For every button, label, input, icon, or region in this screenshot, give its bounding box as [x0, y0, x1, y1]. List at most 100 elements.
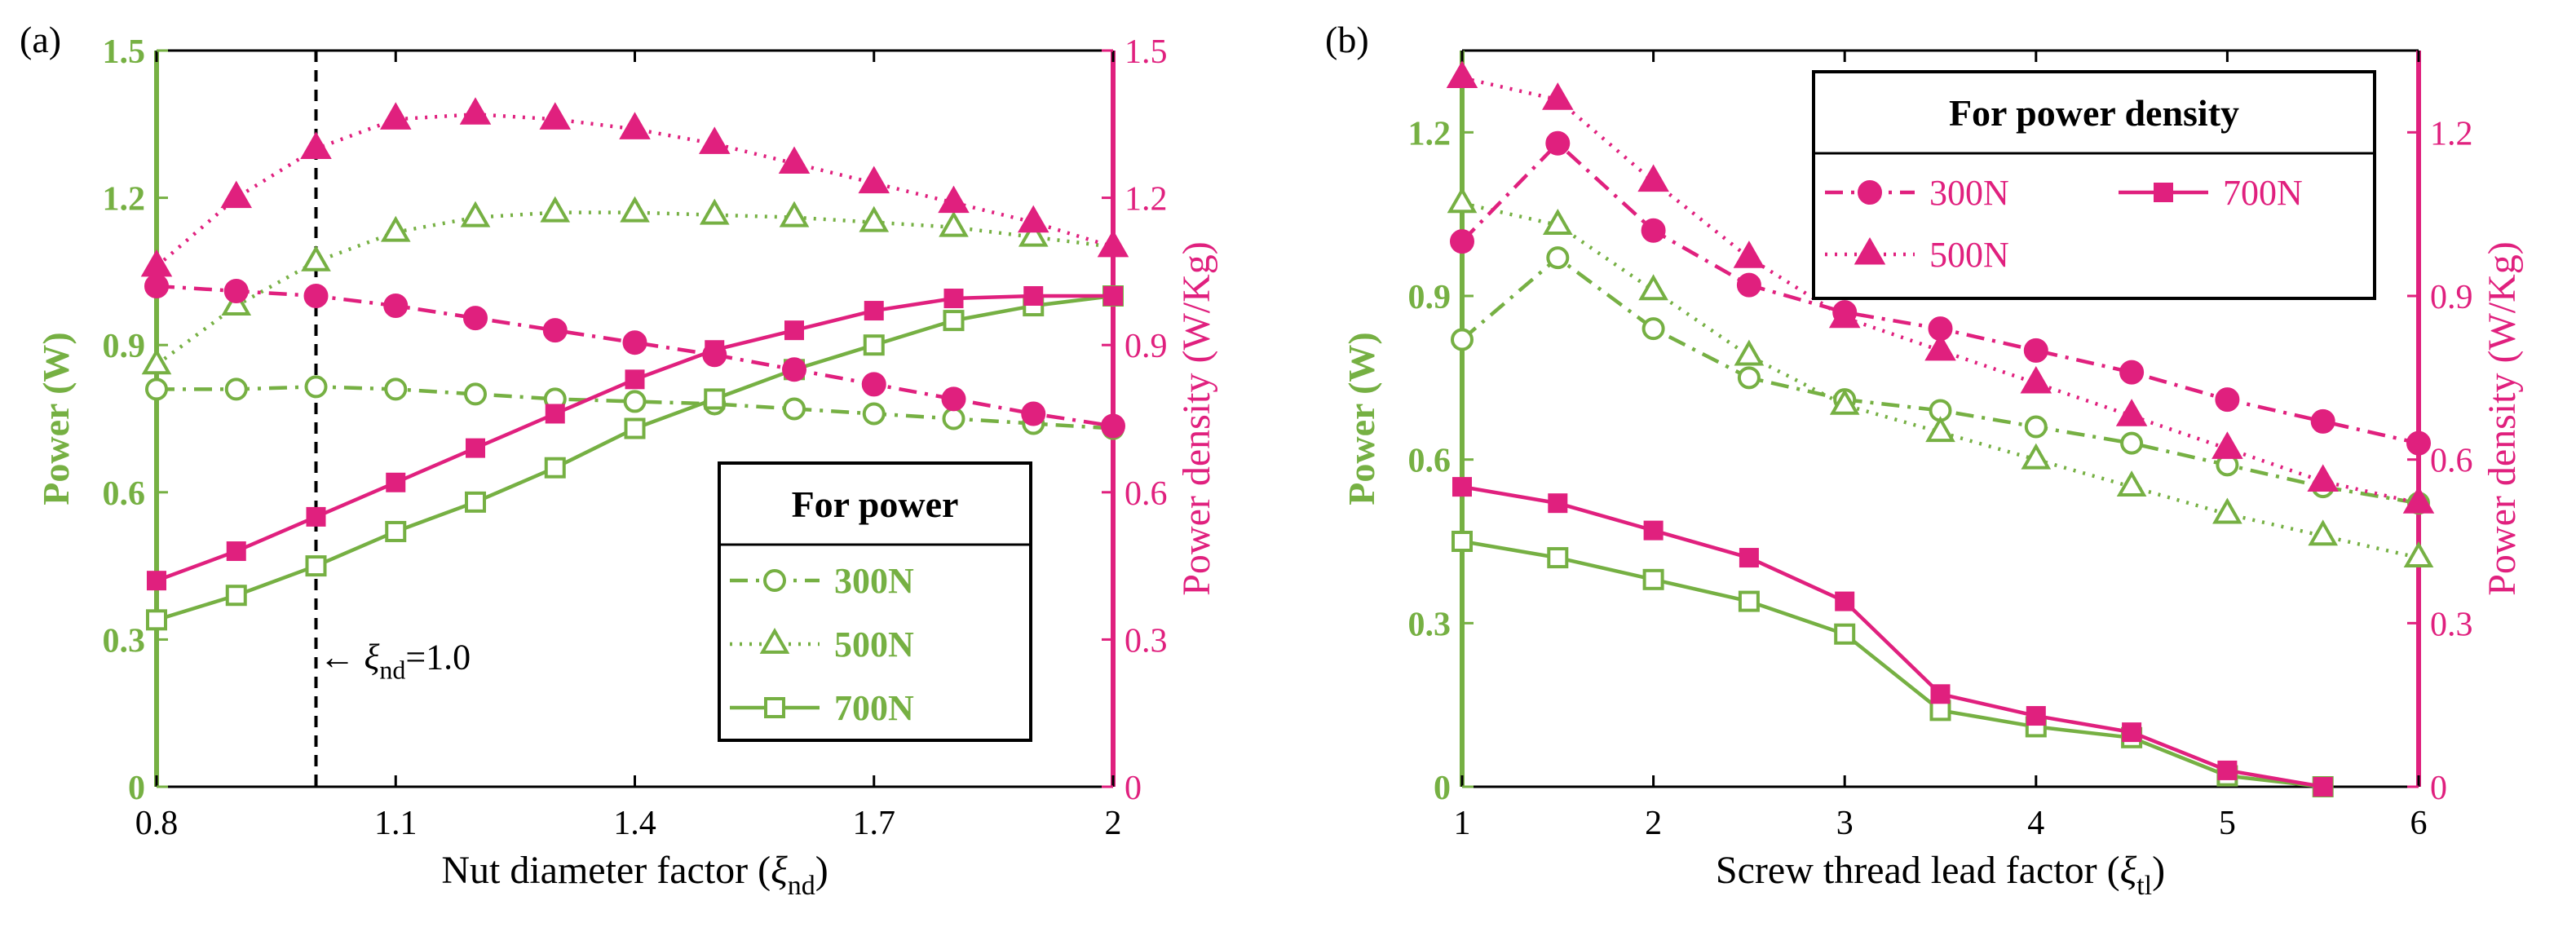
data-point [705, 340, 725, 360]
data-point [2310, 408, 2335, 434]
reference-subscript: nd [379, 655, 405, 685]
series-density-500N [1446, 60, 2435, 514]
y-tick-label-right: 0.6 [1125, 475, 1168, 513]
data-point [303, 284, 329, 308]
x-tick-label: 2 [1105, 805, 1122, 842]
data-point [1641, 218, 1666, 243]
data-point [2402, 486, 2435, 514]
data-point [140, 249, 173, 277]
data-point [1738, 590, 1760, 612]
legend-entry: 500N [834, 625, 914, 664]
legend-title: For power [792, 483, 959, 525]
data-point [1930, 684, 1951, 704]
data-point [620, 196, 650, 223]
legend-entry: 500N [1929, 235, 2009, 275]
y-axis-label-right: Power density (W/Kg) [2481, 241, 2524, 596]
y-axis-label-right: Power density (W/Kg) [1175, 241, 1218, 596]
data-point [778, 146, 811, 174]
data-point [1450, 229, 1474, 254]
data-point [144, 273, 169, 298]
data-point [460, 201, 491, 227]
data-point [698, 126, 731, 154]
data-point [1447, 187, 1478, 214]
y-tick-label-left: 0.3 [1408, 606, 1451, 643]
data-point [784, 320, 804, 341]
data-point [1637, 164, 1669, 192]
y-tick-label-left: 0.3 [103, 622, 146, 660]
data-point [864, 301, 884, 321]
x-tick-label: 1 [1454, 805, 1471, 842]
data-point [145, 377, 168, 401]
series-power-700N [1451, 531, 2334, 797]
legend-entry: 700N [834, 688, 914, 728]
data-point [2406, 430, 2431, 456]
data-point [1103, 286, 1123, 306]
data-point [221, 289, 252, 316]
data-point [624, 417, 646, 439]
data-point [2115, 399, 2148, 426]
data-point [226, 541, 246, 562]
series-line [1460, 255, 2419, 505]
data-point [625, 369, 645, 390]
data-point [782, 357, 806, 382]
data-point [1924, 333, 1956, 361]
data-point [385, 520, 407, 542]
data-point [146, 609, 167, 631]
data-point [1545, 130, 1571, 156]
data-point [1548, 493, 1568, 514]
data-point [1828, 300, 1861, 329]
data-point [1734, 339, 1765, 366]
data-point [1451, 328, 1474, 351]
reference-line-label: ← ξnd=1.0 [320, 638, 471, 685]
x-axis-label-text: Nut diameter factor ( [441, 849, 771, 892]
reference-value: =1.0 [405, 638, 471, 678]
data-point [1452, 477, 1472, 497]
data-point [941, 386, 966, 412]
data-point [384, 377, 408, 401]
series-density-700N [1452, 477, 2333, 797]
data-point [544, 457, 566, 479]
data-point [1834, 623, 1856, 645]
data-point [2308, 519, 2339, 546]
x-tick-label: 6 [2410, 805, 2428, 842]
y-tick-label-left: 0.6 [103, 475, 146, 513]
legend-marker [1858, 180, 1882, 205]
y-tick-label-right: 0.3 [2430, 606, 2473, 643]
data-point [1733, 241, 1765, 268]
y-tick-label-right: 0 [1125, 770, 1142, 807]
data-point [1542, 82, 1574, 110]
data-point [224, 377, 248, 401]
x-tick-label: 1.7 [853, 805, 896, 842]
y-tick-label-left: 1.2 [103, 181, 146, 218]
data-point [861, 372, 886, 397]
legend-marker [1854, 236, 1886, 265]
data-point [943, 310, 965, 332]
data-point [938, 185, 970, 214]
y-tick-label-left: 0.9 [1408, 279, 1451, 316]
data-point [1641, 317, 1665, 341]
series-density-300N [1450, 130, 2431, 456]
data-point [623, 390, 647, 413]
data-point [542, 318, 568, 343]
data-point [1829, 388, 1860, 415]
data-point [939, 210, 969, 237]
data-point [2023, 338, 2048, 363]
data-point [859, 205, 890, 232]
series-line [1461, 484, 2324, 789]
panel-label: (b) [1325, 19, 1369, 60]
data-point [863, 334, 885, 356]
data-point [301, 245, 331, 271]
data-point [2403, 541, 2434, 567]
data-point [2020, 366, 2052, 394]
data-point [2307, 464, 2339, 492]
data-point [300, 131, 332, 159]
data-point [1097, 229, 1129, 258]
x-axis-label-subscript: nd [788, 871, 815, 901]
x-axis-label-text: Screw thread lead factor ( [1716, 849, 2120, 892]
data-point [943, 289, 964, 309]
legend-entry: 700N [2223, 173, 2303, 213]
series-power-500N [1447, 187, 2434, 567]
x-axis-label-symbol: ξ [2120, 849, 2137, 892]
reference-arrow: ← [320, 638, 365, 678]
data-point [1101, 413, 1125, 439]
